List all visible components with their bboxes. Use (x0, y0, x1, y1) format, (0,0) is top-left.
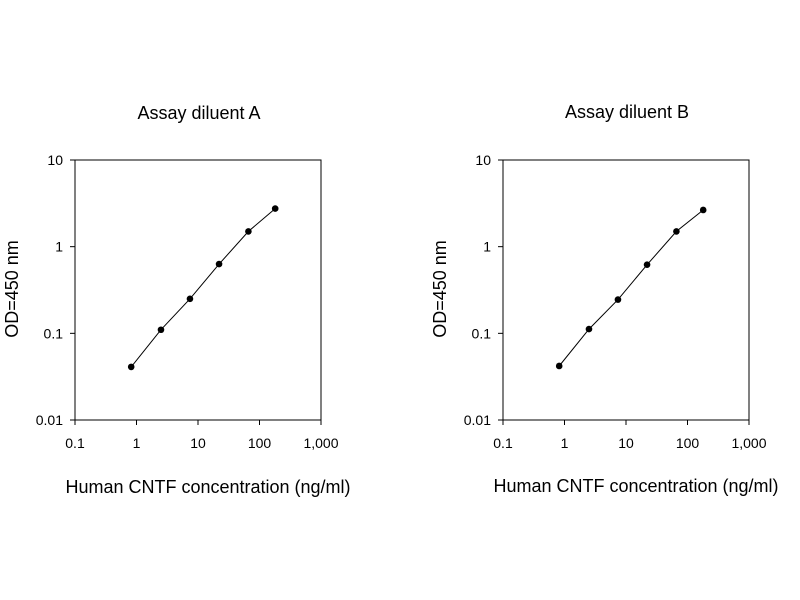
x-axis: 0.1 1 10 100 1,000 (493, 420, 767, 451)
series-line (130, 208, 276, 368)
data-point (585, 325, 593, 333)
series-line-group (127, 205, 279, 371)
data-point (699, 206, 707, 214)
y-tick-label: 0.01 (36, 412, 63, 428)
data-point (271, 205, 279, 212)
x-tick-label: 1 (133, 435, 141, 451)
y-axis: 0.01 0.1 1 10 (36, 152, 75, 428)
y-tick-label: 10 (47, 152, 63, 168)
x-tick-label: 1,000 (303, 435, 338, 451)
x-axis: 0.1 1 10 100 1,000 (65, 420, 339, 451)
y-tick-label: 0.1 (44, 325, 64, 341)
y-axis: 0.01 0.1 1 10 (464, 152, 503, 428)
data-point (157, 326, 165, 334)
y-tick-label: 0.1 (472, 325, 492, 341)
chart-title: Assay diluent A (137, 103, 260, 123)
x-tick-label: 0.1 (65, 435, 85, 451)
x-tick-label: 100 (676, 435, 700, 451)
x-tick-label: 10 (618, 435, 634, 451)
series-line (558, 209, 704, 367)
data-point (673, 228, 680, 235)
series-line-group (555, 206, 707, 370)
data-point (643, 261, 651, 268)
x-tick-label: 1,000 (731, 435, 766, 451)
y-axis-label: OD=450 nm (2, 240, 22, 338)
x-axis-label: Human CNTF concentration (ng/ml) (65, 477, 350, 497)
data-point (127, 363, 135, 371)
y-axis-label: OD=450 nm (430, 240, 450, 338)
x-tick-label: 100 (248, 435, 272, 451)
y-tick-label: 1 (483, 239, 491, 255)
y-tick-label: 10 (475, 152, 491, 168)
data-point (614, 296, 622, 303)
chart-title: Assay diluent B (565, 102, 689, 122)
data-point (245, 228, 252, 235)
x-tick-label: 0.1 (493, 435, 513, 451)
data-point (555, 362, 563, 370)
x-axis-label: Human CNTF concentration (ng/ml) (493, 476, 778, 496)
data-point (215, 260, 223, 268)
x-tick-label: 10 (190, 435, 206, 451)
data-point (186, 295, 194, 303)
y-tick-label: 1 (55, 239, 63, 255)
x-tick-label: 1 (561, 435, 569, 451)
y-tick-label: 0.01 (464, 412, 491, 428)
